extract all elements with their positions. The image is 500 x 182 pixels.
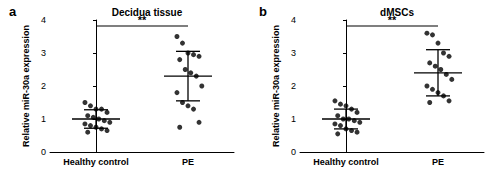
svg-text:PE: PE	[432, 157, 444, 167]
svg-text:2: 2	[291, 81, 296, 91]
svg-text:3: 3	[41, 48, 46, 58]
svg-text:2: 2	[41, 81, 46, 91]
svg-text:4: 4	[41, 15, 46, 25]
svg-text:Relative miR-30a expression: Relative miR-30a expression	[271, 25, 281, 147]
svg-text:1: 1	[291, 114, 296, 124]
svg-text:a: a	[9, 4, 17, 19]
svg-text:0: 0	[291, 147, 296, 157]
svg-text:Decidua tissue: Decidua tissue	[112, 7, 183, 18]
svg-text:1: 1	[41, 114, 46, 124]
svg-text:dMSCs: dMSCs	[380, 7, 414, 18]
svg-text:4: 4	[291, 15, 296, 25]
svg-text:Relative miR-30a expression: Relative miR-30a expression	[21, 25, 31, 147]
svg-text:3: 3	[291, 48, 296, 58]
svg-text:Healthy control: Healthy control	[313, 157, 379, 167]
svg-text:0: 0	[41, 147, 46, 157]
svg-text:b: b	[259, 4, 267, 19]
svg-text:Healthy control: Healthy control	[63, 157, 129, 167]
svg-text:PE: PE	[182, 157, 194, 167]
